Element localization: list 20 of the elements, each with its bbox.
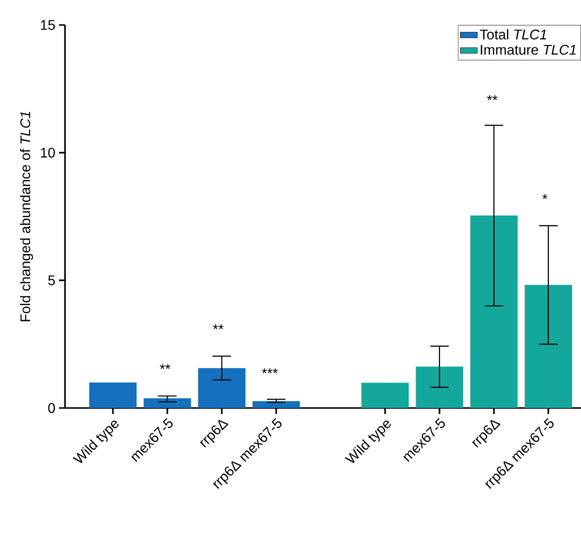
bar [361, 382, 409, 408]
y-tick-label: 15 [40, 20, 55, 30]
bar [252, 401, 300, 408]
annotation: ** [487, 95, 498, 100]
bar [470, 215, 518, 408]
annotation: *** [262, 368, 278, 374]
y-tick-label: 5 [48, 275, 55, 286]
bar [89, 382, 137, 408]
annotation: ** [213, 324, 224, 330]
bar [198, 368, 246, 408]
legend-label: Total TLC1 [480, 29, 546, 40]
bar [144, 398, 192, 408]
bar [416, 366, 464, 408]
y-axis-title: Fold changed abundance of TLC1 [20, 112, 34, 322]
annotation: * [542, 194, 548, 199]
bar [524, 284, 572, 408]
legend-label: Immature TLC1 [480, 44, 576, 55]
annotation: ** [160, 364, 170, 370]
y-tick-label: 10 [40, 148, 55, 158]
y-tick-label: 0 [48, 403, 55, 413]
